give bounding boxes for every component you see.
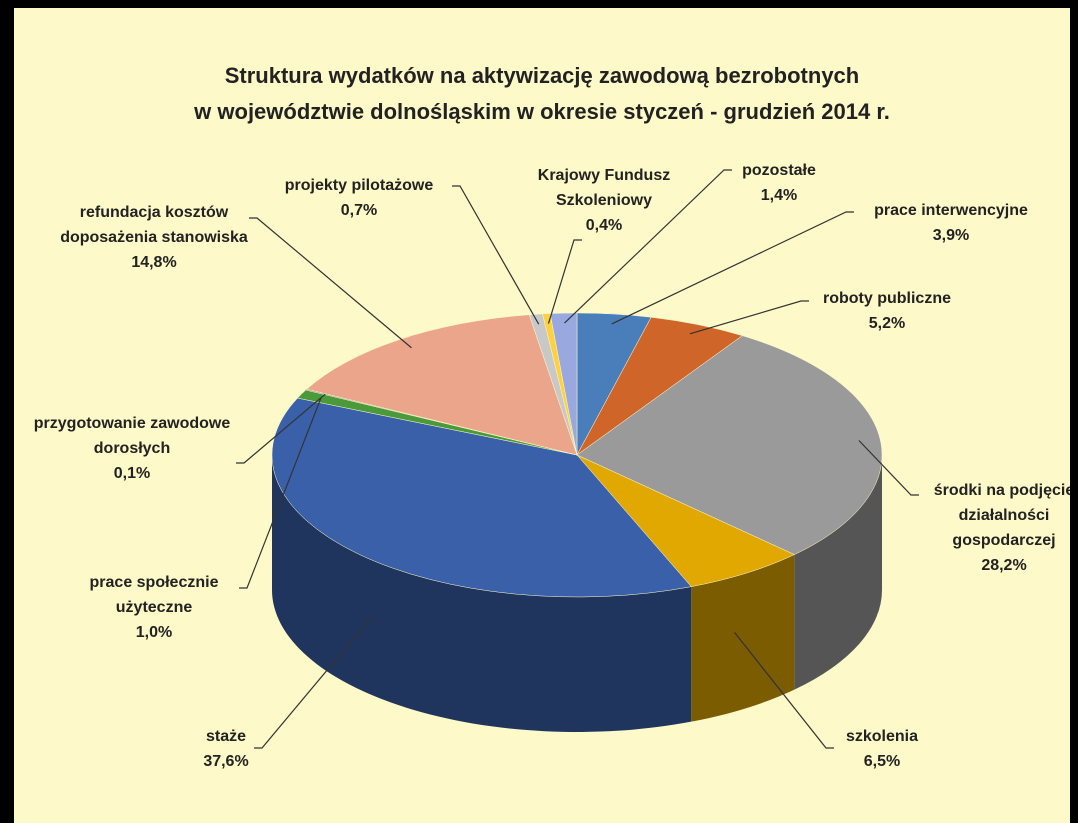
data-label: Krajowy Fundusz Szkoleniowy 0,4% [534,163,674,238]
category-label: projekty pilotażowe [284,177,434,194]
value-label: 37,6% [203,753,249,770]
leader-line [249,217,412,349]
category-label: przygotowanie zawodowe dorosłych [33,415,231,457]
category-label: szkolenia [845,728,919,745]
slice-side [794,455,882,690]
value-label: 5,2% [868,315,906,332]
value-label: 1,4% [760,187,798,204]
value-label: 0,4% [585,217,623,234]
data-label: roboty publiczne 5,2% [807,286,967,336]
data-label: prace interwencyjne 3,9% [851,198,1051,248]
value-label: 0,1% [113,465,151,482]
category-label: Krajowy Fundusz Szkoleniowy [537,167,671,209]
leader-line [734,631,834,749]
leader-line [236,393,326,464]
category-label: prace społecznie użyteczne [89,574,219,616]
slice-side [272,455,692,732]
chart: Struktura wydatków na aktywizację zawodo… [14,8,1070,823]
value-label: 28,2% [981,557,1027,574]
category-label: refundacja kosztów doposażenia stanowisk… [60,204,248,246]
category-label: roboty publiczne [823,290,951,307]
value-label: 1,0% [135,624,173,641]
pie-area [236,169,919,749]
slice-side [691,554,795,722]
slice [271,397,692,598]
leader-line [254,614,375,749]
leader-line [611,211,854,325]
slice [576,335,883,555]
data-label: prace społecznie użyteczne 1,0% [59,570,249,645]
leader-line [858,440,919,496]
category-label: prace interwencyjne [874,202,1028,219]
slice [549,312,578,456]
leader-line [564,169,732,324]
leader-line [689,300,809,335]
leader-line [547,239,582,324]
data-label: pozostałe 1,4% [729,158,829,208]
category-label: staże [205,728,247,745]
slice [306,314,578,456]
slice [576,454,795,587]
category-label: środki na podjęcie działalności gospodar… [933,482,1070,549]
value-label: 6,5% [863,753,901,770]
value-label: 14,8% [131,254,177,271]
data-label: staże 37,6% [186,724,266,774]
category-label: pozostałe [742,162,816,179]
value-label: 3,9% [932,227,970,244]
leader-line [239,398,322,589]
value-label: 0,7% [340,202,378,219]
chart-title: Struktura wydatków na aktywizację zawodo… [194,63,890,124]
data-label: refundacja kosztów doposażenia stanowisk… [59,200,249,275]
data-label: przygotowanie zawodowe dorosłych 0,1% [22,411,242,486]
data-label: szkolenia 6,5% [822,724,942,774]
leader-line [452,185,540,325]
data-label: środki na podjęcie działalności gospodar… [929,478,1070,578]
data-label: projekty pilotażowe 0,7% [269,173,449,223]
